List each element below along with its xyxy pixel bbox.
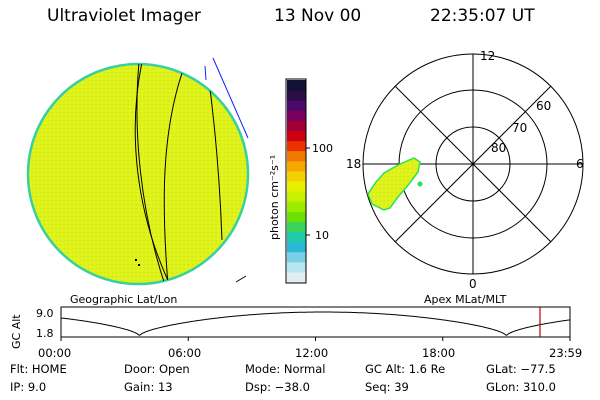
color-bar-segment: [287, 251, 306, 263]
info-door: Door: Open: [124, 362, 190, 376]
mlt-label-0: 0: [469, 277, 477, 291]
mlat-label-70: 70: [512, 121, 527, 135]
timeline-ytick-bottom: 1.8: [36, 327, 54, 340]
mlat-label-60: 60: [536, 99, 551, 113]
geo-panel-label: Geographic Lat/Lon: [70, 293, 177, 306]
date-label: 13 Nov 00: [274, 6, 362, 26]
color-bar-segment: [287, 80, 306, 91]
color-bar-segment: [287, 181, 306, 192]
mlt-label-18: 18: [346, 157, 361, 171]
time-label: 22:35:07 UT: [430, 6, 535, 26]
color-bar-unit-label: photon cm⁻²s⁻¹: [268, 155, 281, 240]
polar-aurora-region: [367, 157, 423, 211]
color-bar-segment: [287, 211, 306, 222]
info-dsp: Dsp: −38.0: [245, 380, 310, 394]
info-gcalt: GC Alt: 1.6 Re: [365, 362, 446, 376]
aurora-image-patch: [367, 157, 421, 211]
info-glat: GLat: −77.5: [486, 362, 556, 376]
color-bar-segment: [287, 130, 306, 142]
polar-plot: [362, 53, 584, 275]
info-seq: Seq: 39: [365, 380, 409, 394]
mlat-label-80: 80: [491, 141, 506, 155]
geographic-disk: [26, 57, 250, 286]
orbit-altitude-curve: [60, 311, 571, 336]
mlt-label-12: 12: [480, 49, 495, 63]
polar-panel-label: Apex MLat/MLT: [424, 293, 507, 306]
timeline-xtick: 18:00: [422, 346, 455, 360]
color-bar-segment: [287, 231, 306, 243]
info-ip: IP: 9.0: [10, 380, 47, 394]
color-bar-segment: [287, 140, 306, 152]
pixel-mark: [138, 264, 140, 266]
polar-spoke: [394, 85, 552, 243]
timeline-xtick: 06:00: [168, 346, 201, 360]
color-bar-tick-label: 10: [315, 229, 329, 242]
info-glon: GLon: 310.0: [486, 380, 556, 394]
color-bar-segment: [287, 150, 306, 162]
meridian-line: [163, 64, 187, 284]
color-bar-segment: [287, 170, 306, 182]
limb-line: [212, 57, 249, 139]
aurora-image-dot: [417, 181, 423, 187]
timeline-xtick: 23:59: [549, 346, 582, 360]
color-bar-segment: [287, 241, 306, 253]
limb-line: [235, 275, 247, 283]
color-bar-segment: [287, 90, 306, 101]
info-flt: Flt: HOME: [10, 362, 67, 376]
info-gain: Gain: 13: [124, 380, 173, 394]
mlt-label-6: 6: [576, 157, 584, 171]
info-mode: Mode: Normal: [245, 362, 326, 376]
pixel-mark: [135, 259, 137, 261]
color-bar: [285, 78, 310, 284]
color-bar-frame: [285, 78, 307, 284]
color-bar-segment: [287, 271, 306, 283]
color-bar-segment: [287, 120, 306, 131]
color-bar-segment: [287, 191, 306, 202]
timeline-xtick: 00:00: [38, 346, 71, 360]
color-bar-segment: [287, 160, 306, 172]
color-bar-segment: [287, 110, 306, 121]
altitude-timeline: [60, 306, 571, 341]
timeline-ylabel: GC Alt: [10, 314, 23, 349]
color-bar-tick-label: 100: [312, 142, 333, 155]
limb-line: [204, 65, 207, 81]
timeline-xtick: 12:00: [295, 346, 328, 360]
timeline-ytick-top: 9.0: [36, 307, 54, 320]
color-bar-segment: [287, 221, 306, 232]
meridian-line: [136, 64, 166, 284]
color-bar-segment: [287, 261, 306, 273]
instrument-title: Ultraviolet Imager: [47, 6, 201, 26]
color-bar-segment: [287, 201, 306, 212]
color-bar-segment: [287, 100, 306, 111]
